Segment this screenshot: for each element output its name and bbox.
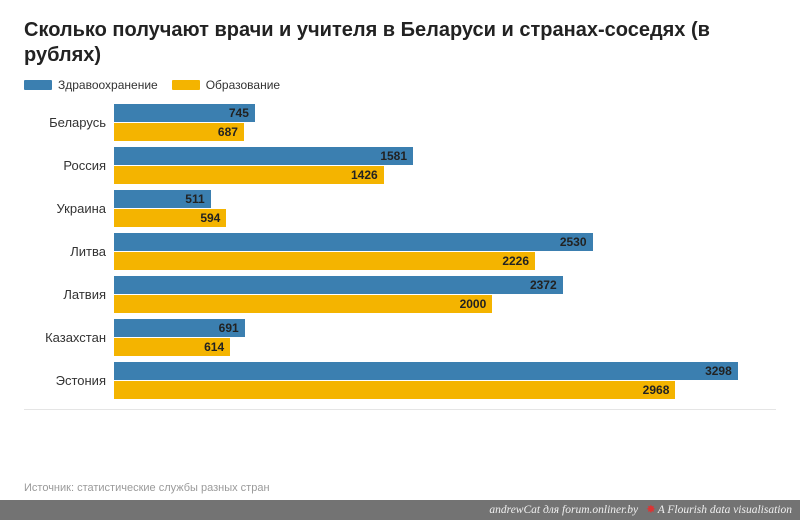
source-text: Источник: статистические службы разных с… — [24, 482, 270, 494]
bar-education: 614 — [114, 338, 230, 356]
bar-track: 594 — [114, 209, 776, 227]
page-root: Сколько получают врачи и учителя в Белар… — [0, 0, 800, 520]
bar-value: 2372 — [530, 278, 563, 292]
bar-health: 691 — [114, 319, 245, 337]
bar-chart: Беларусь745687Россия15811426Украина51159… — [24, 104, 776, 399]
bar-value: 614 — [204, 340, 230, 354]
bar-value: 691 — [219, 321, 245, 335]
watermark: andrewCat для forum.onliner.by ✸A Flouri… — [0, 500, 800, 520]
legend-swatch-health — [24, 80, 52, 90]
bar-pair: 691614 — [114, 319, 776, 356]
bar-pair: 2372 2000 — [114, 276, 776, 313]
category-label: Латвия — [24, 287, 114, 302]
bar-health: 3298 — [114, 362, 738, 380]
chart-row: Эстония 3298 2968 — [24, 362, 776, 399]
category-label: Казахстан — [24, 330, 114, 345]
bar-track: 2000 — [114, 295, 776, 313]
bar-education: 2226 — [114, 252, 535, 270]
bar-health: 2530 — [114, 233, 593, 251]
bar-pair: 3298 2968 — [114, 362, 776, 399]
chart-title: Сколько получают врачи и учителя в Белар… — [24, 18, 776, 68]
bar-track: 1581 — [114, 147, 776, 165]
category-label: Эстония — [24, 373, 114, 388]
bar-education: 2968 — [114, 381, 675, 399]
bar-education: 2000 — [114, 295, 492, 313]
bar-health: 1581 — [114, 147, 413, 165]
legend: Здравоохранение Образование — [24, 78, 776, 92]
chart-row: Беларусь745687 — [24, 104, 776, 141]
divider — [24, 409, 776, 410]
bar-track: 687 — [114, 123, 776, 141]
watermark-right: A Flourish data visualisation — [658, 504, 792, 516]
bar-value: 1581 — [380, 149, 413, 163]
bar-value: 3298 — [705, 364, 738, 378]
bar-pair: 2530 2226 — [114, 233, 776, 270]
bar-health: 511 — [114, 190, 211, 208]
chart-row: Казахстан691614 — [24, 319, 776, 356]
chart-row: Украина511594 — [24, 190, 776, 227]
chart-row: Латвия 2372 2000 — [24, 276, 776, 313]
bar-track: 511 — [114, 190, 776, 208]
legend-swatch-education — [172, 80, 200, 90]
category-label: Украина — [24, 201, 114, 216]
bar-value: 687 — [218, 125, 244, 139]
legend-label-health: Здравоохранение — [58, 78, 158, 92]
bar-track: 614 — [114, 338, 776, 356]
bar-value: 2000 — [460, 297, 493, 311]
bar-education: 687 — [114, 123, 244, 141]
category-label: Беларусь — [24, 115, 114, 130]
bar-pair: 1581 1426 — [114, 147, 776, 184]
category-label: Литва — [24, 244, 114, 259]
bar-education: 1426 — [114, 166, 384, 184]
bar-health: 745 — [114, 104, 255, 122]
bar-track: 2372 — [114, 276, 776, 294]
category-label: Россия — [24, 158, 114, 173]
bar-value: 511 — [185, 192, 210, 206]
bar-track: 2226 — [114, 252, 776, 270]
bar-pair: 511594 — [114, 190, 776, 227]
bar-education: 594 — [114, 209, 226, 227]
bar-value: 1426 — [351, 168, 384, 182]
legend-item-health: Здравоохранение — [24, 78, 158, 92]
bar-value: 745 — [229, 106, 255, 120]
watermark-left: andrewCat для forum.onliner.by — [489, 500, 638, 520]
bar-track: 3298 — [114, 362, 776, 380]
bar-value: 2226 — [502, 254, 535, 268]
bar-track: 745 — [114, 104, 776, 122]
bar-value: 594 — [200, 211, 226, 225]
bar-value: 2530 — [560, 235, 593, 249]
bar-track: 2968 — [114, 381, 776, 399]
legend-label-education: Образование — [206, 78, 280, 92]
bar-health: 2372 — [114, 276, 563, 294]
bar-track: 691 — [114, 319, 776, 337]
chart-row: Россия 1581 1426 — [24, 147, 776, 184]
legend-item-education: Образование — [172, 78, 280, 92]
bar-track: 2530 — [114, 233, 776, 251]
bar-pair: 745687 — [114, 104, 776, 141]
bar-value: 2968 — [643, 383, 676, 397]
bar-track: 1426 — [114, 166, 776, 184]
star-icon: ✸ — [646, 504, 656, 516]
chart-row: Литва 2530 2226 — [24, 233, 776, 270]
